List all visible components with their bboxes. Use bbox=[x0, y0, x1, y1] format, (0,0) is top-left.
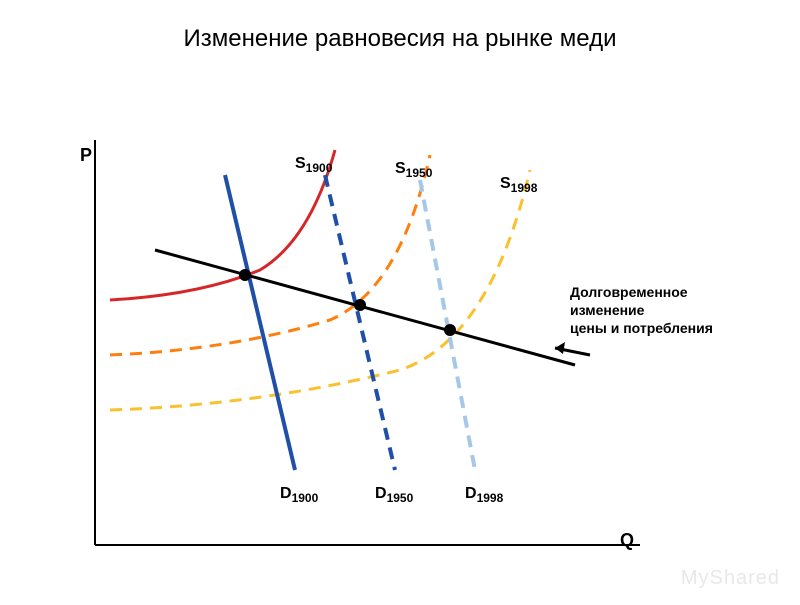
x-axis-label: Q bbox=[620, 530, 634, 551]
annotation-arrow-head bbox=[555, 342, 565, 354]
d1998-sub: 1998 bbox=[477, 491, 504, 505]
d1950-sub: 1950 bbox=[387, 491, 414, 505]
annotation-line3: цены и потребления bbox=[570, 319, 713, 337]
d1900-sub: 1900 bbox=[292, 491, 319, 505]
s1900-letter: S bbox=[295, 155, 306, 172]
annotation-line1: Долговременное bbox=[570, 283, 713, 301]
demand-curve-1950 bbox=[325, 175, 395, 470]
s1998-sub: 1998 bbox=[511, 181, 538, 195]
supply-curve-1950 bbox=[110, 155, 430, 355]
equilibrium-point bbox=[354, 299, 366, 311]
s1950-letter: S bbox=[395, 160, 406, 177]
s1900-sub: 1900 bbox=[306, 161, 333, 175]
supply-label-1900: S1900 bbox=[295, 155, 332, 175]
demand-label-1900: D1900 bbox=[280, 485, 318, 505]
annotation-line2: изменение bbox=[570, 301, 713, 319]
d1900-letter: D bbox=[280, 485, 292, 502]
equilibrium-point bbox=[239, 269, 251, 281]
watermark: MyShared bbox=[681, 567, 780, 590]
equilibrium-point bbox=[444, 324, 456, 336]
demand-label-1950: D1950 bbox=[375, 485, 413, 505]
supply-label-1998: S1998 bbox=[500, 175, 537, 195]
annotation-text: Долговременное изменение цены и потребле… bbox=[570, 283, 713, 338]
supply-label-1950: S1950 bbox=[395, 160, 432, 180]
axes bbox=[95, 140, 640, 545]
d1998-letter: D bbox=[465, 485, 477, 502]
y-axis-label: P bbox=[80, 145, 92, 166]
s1950-sub: 1950 bbox=[406, 166, 433, 180]
demand-curve-1900 bbox=[225, 175, 295, 470]
demand-label-1998: D1998 bbox=[465, 485, 503, 505]
supply-curve-1998 bbox=[110, 170, 530, 410]
s1998-letter: S bbox=[500, 175, 511, 192]
d1950-letter: D bbox=[375, 485, 387, 502]
